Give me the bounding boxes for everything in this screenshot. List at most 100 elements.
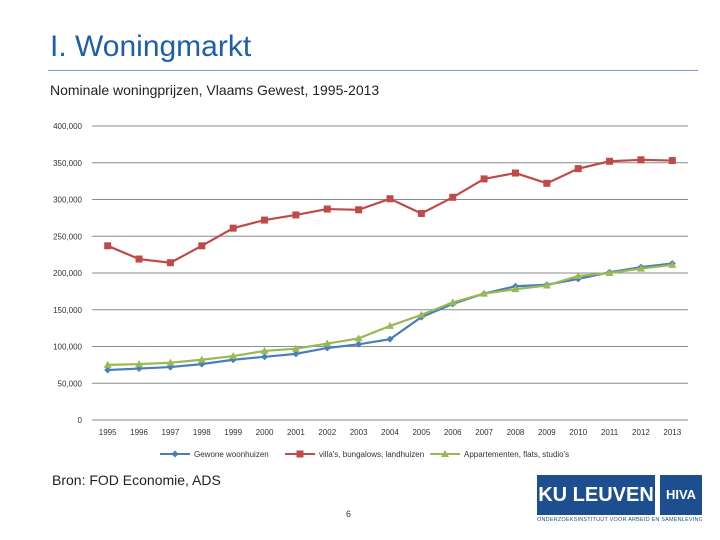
data-point xyxy=(417,209,425,217)
data-point xyxy=(103,360,112,368)
x-tick-label: 2011 xyxy=(601,428,619,437)
data-point xyxy=(229,224,237,232)
series-line xyxy=(107,158,673,264)
series-1 xyxy=(104,259,676,374)
chart-series xyxy=(103,156,677,374)
logo-tagline: ONDERZOEKSINSTITUUT VOOR ARBEID EN SAMEN… xyxy=(537,517,702,523)
data-point xyxy=(260,346,269,354)
y-tick-label: 400,000 xyxy=(53,122,82,131)
data-point xyxy=(636,264,645,272)
data-point xyxy=(261,216,269,224)
legend-item: Gewone woonhuizen xyxy=(160,450,269,459)
title-divider xyxy=(48,70,698,71)
data-point xyxy=(104,242,112,250)
legend-marker xyxy=(441,450,449,457)
data-point xyxy=(605,269,614,276)
x-tick-label: 1996 xyxy=(130,428,148,437)
data-point xyxy=(480,175,488,183)
data-point xyxy=(166,259,174,267)
legend-marker xyxy=(296,450,304,458)
data-point xyxy=(291,344,300,352)
x-tick-label: 1995 xyxy=(99,428,117,437)
data-point xyxy=(480,289,489,297)
series-line xyxy=(107,263,673,366)
y-tick-label: 100,000 xyxy=(53,343,82,352)
x-tick-label: 2010 xyxy=(569,428,587,437)
legend-label: villa's, bungalows, landhuizen xyxy=(319,450,424,459)
legend-marker xyxy=(171,450,179,458)
data-point xyxy=(668,157,676,165)
y-tick-label: 350,000 xyxy=(53,159,82,168)
data-point xyxy=(448,298,457,306)
x-tick-label: 2003 xyxy=(350,428,368,437)
data-point xyxy=(637,156,645,164)
data-point xyxy=(574,271,583,279)
x-tick-label: 2000 xyxy=(256,428,274,437)
data-point xyxy=(198,242,206,250)
price-line-chart: 0 50,000 100,000 150,000 200,000 250,000 300,0… xyxy=(53,122,688,459)
data-point xyxy=(104,366,112,374)
data-point xyxy=(261,353,269,361)
y-tick-label: 250,000 xyxy=(53,232,82,241)
data-point xyxy=(323,339,332,347)
x-tick-label: 2004 xyxy=(381,428,399,437)
x-tick-label: 2001 xyxy=(287,428,305,437)
data-point xyxy=(449,193,457,201)
data-point xyxy=(197,355,206,363)
data-point xyxy=(135,255,143,263)
data-point xyxy=(543,179,551,187)
x-tick-label: 2005 xyxy=(412,428,430,437)
chart-legend: Gewone woonhuizen villa's, bungalows, lan… xyxy=(160,450,569,459)
x-tick-label: 2006 xyxy=(444,428,462,437)
data-point xyxy=(386,195,394,203)
data-point xyxy=(417,310,426,318)
x-tick-label: 2002 xyxy=(318,428,336,437)
data-point xyxy=(166,358,175,366)
slide-title: I. Woningmarkt xyxy=(50,30,252,63)
y-tick-label: 0 xyxy=(78,416,83,425)
chart-gridlines xyxy=(92,125,688,421)
data-point xyxy=(668,260,677,268)
data-point xyxy=(511,285,520,293)
data-point xyxy=(386,335,394,343)
legend-item: Appartementen, flats, studio's xyxy=(430,450,569,459)
x-tick-label: 2009 xyxy=(538,428,556,437)
data-point xyxy=(292,350,300,358)
data-point xyxy=(229,352,238,360)
data-point xyxy=(135,360,144,368)
y-tick-label: 150,000 xyxy=(53,306,82,315)
data-point xyxy=(511,169,519,177)
y-tick-label: 200,000 xyxy=(53,269,82,278)
x-tick-label: 2013 xyxy=(663,428,681,437)
x-tick-label: 1997 xyxy=(162,428,180,437)
data-point xyxy=(542,281,551,289)
x-tick-label: 2012 xyxy=(632,428,650,437)
legend-item: villa's, bungalows, landhuizen xyxy=(285,450,424,459)
x-axis-tick-labels: 1995 1996 1997 1998 1999 2000 2001 2002 2003 2004… xyxy=(99,428,682,437)
data-point xyxy=(574,165,582,173)
data-point xyxy=(386,321,394,329)
x-tick-label: 2008 xyxy=(507,428,525,437)
data-point xyxy=(606,157,614,165)
data-point xyxy=(355,340,363,348)
ku-leuven-logo: KU LEUVEN xyxy=(537,475,655,515)
data-point xyxy=(292,211,300,219)
series-line xyxy=(107,262,673,372)
source-note: Bron: FOD Economie, ADS xyxy=(52,472,221,488)
x-tick-label: 1999 xyxy=(224,428,242,437)
y-axis-tick-labels: 0 50,000 100,000 150,000 200,000 250,000 300,0… xyxy=(53,122,82,425)
data-point xyxy=(323,205,331,213)
series-3 xyxy=(103,260,677,368)
x-tick-label: 2007 xyxy=(475,428,493,437)
data-point xyxy=(355,206,363,214)
y-tick-label: 50,000 xyxy=(58,379,83,388)
y-tick-label: 300,000 xyxy=(53,196,82,205)
slide-subtitle: Nominale woningprijzen, Vlaams Gewest, 1… xyxy=(50,82,380,98)
hiva-logo: HIVA xyxy=(660,475,702,515)
page-number: 6 xyxy=(346,509,352,519)
legend-label: Appartementen, flats, studio's xyxy=(464,450,569,459)
data-point xyxy=(354,334,363,342)
x-tick-label: 1998 xyxy=(193,428,211,437)
legend-label: Gewone woonhuizen xyxy=(194,450,269,459)
series-2 xyxy=(104,156,676,267)
